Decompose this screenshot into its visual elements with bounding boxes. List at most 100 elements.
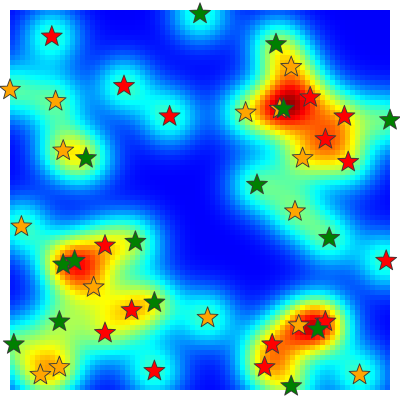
heatmap-cell [300, 265, 306, 271]
heatmap-cell [175, 280, 181, 286]
heatmap-cell [345, 35, 351, 41]
heatmap-cell [35, 175, 41, 181]
heatmap-cell [70, 215, 76, 221]
heatmap-cell [305, 280, 311, 286]
heatmap-cell [225, 310, 231, 316]
heatmap-cell [195, 90, 201, 96]
heatmap-cell [175, 265, 181, 271]
heatmap-cell [195, 205, 201, 211]
heatmap-cell [80, 150, 86, 156]
heatmap-cell [100, 140, 106, 146]
heatmap-cell [120, 105, 126, 111]
heatmap-cell [130, 70, 136, 76]
heatmap-cell [185, 285, 191, 291]
heatmap-cell [120, 175, 126, 181]
heatmap-cell [375, 140, 381, 146]
heatmap-cell [270, 220, 276, 226]
heatmap-cell [220, 80, 226, 86]
heatmap-cell [60, 225, 66, 231]
heatmap-cell [95, 225, 101, 231]
heatmap-cell [90, 330, 96, 336]
heatmap-cell [270, 100, 276, 106]
heatmap-cell [355, 130, 361, 136]
heatmap-cell [115, 210, 121, 216]
heatmap-cell [25, 250, 31, 256]
heatmap-cell [20, 310, 26, 316]
heatmap-cell [260, 55, 266, 61]
heatmap-cell [95, 10, 101, 16]
heatmap-cell [245, 90, 251, 96]
heatmap-cell [380, 95, 386, 101]
heatmap-cell [55, 305, 61, 311]
heatmap-cell [100, 295, 106, 301]
heatmap-cell [235, 15, 241, 21]
heatmap-cell [230, 155, 236, 161]
heatmap-cell [195, 55, 201, 61]
heatmap-cell [340, 305, 346, 311]
heatmap-cell [15, 265, 21, 271]
heatmap-cell [380, 250, 386, 256]
heatmap-cell [370, 170, 376, 176]
heatmap-cell [140, 215, 146, 221]
heatmap-cell [225, 70, 231, 76]
heatmap-cell [10, 270, 16, 276]
heatmap-cell [125, 145, 131, 151]
heatmap-cell [350, 220, 356, 226]
heatmap-cell [175, 220, 181, 226]
heatmap-cell [380, 105, 386, 111]
heatmap-cell [135, 10, 141, 16]
heatmap-cell [90, 310, 96, 316]
heatmap-cell [185, 295, 191, 301]
heatmap-cell [40, 105, 46, 111]
heatmap-cell [350, 40, 356, 46]
heatmap-cell [155, 200, 161, 206]
heatmap-cell [255, 230, 261, 236]
heatmap-cell [140, 255, 146, 261]
heatmap-cell [40, 300, 46, 306]
heatmap-cell [315, 110, 321, 116]
heatmap-cell [35, 150, 41, 156]
heatmap-cell [210, 95, 216, 101]
heatmap-cell [270, 300, 276, 306]
heatmap-cell [385, 130, 390, 136]
heatmap-cell [380, 70, 386, 76]
heatmap-cell [30, 65, 36, 71]
heatmap-cell [235, 100, 241, 106]
heatmap-cell [130, 195, 136, 201]
heatmap-cell [285, 90, 291, 96]
heatmap-cell [205, 110, 211, 116]
heatmap-cell [160, 115, 166, 121]
heatmap-cell [370, 45, 376, 51]
heatmap-cell [365, 240, 371, 246]
heatmap-cell [275, 70, 281, 76]
heatmap-cell [290, 35, 296, 41]
heatmap-cell [75, 195, 81, 201]
heatmap-cell [235, 180, 241, 186]
heatmap-cell [310, 255, 316, 261]
heatmap-cell [385, 20, 390, 26]
heatmap-cell [335, 20, 341, 26]
heatmap-cell [340, 55, 346, 61]
heatmap-cell [95, 40, 101, 46]
heatmap-cell [35, 90, 41, 96]
heatmap-cell [85, 50, 91, 56]
heatmap-cell [365, 300, 371, 306]
heatmap-cell [310, 290, 316, 296]
heatmap-cell [110, 295, 116, 301]
heatmap-cell [230, 105, 236, 111]
heatmap-cell [265, 235, 271, 241]
heatmap-cell [95, 315, 101, 321]
heatmap-cell [240, 220, 246, 226]
heatmap-cell [365, 325, 371, 331]
heatmap-cell [40, 220, 46, 226]
heatmap-cell [345, 305, 351, 311]
heatmap-cell [40, 95, 46, 101]
heatmap-cell [140, 150, 146, 156]
heatmap-cell [260, 310, 266, 316]
heatmap-cell [315, 190, 321, 196]
heatmap-cell [385, 40, 390, 46]
heatmap-cell [145, 55, 151, 61]
heatmap-cell [25, 135, 31, 141]
heatmap-cell [250, 250, 256, 256]
heatmap-cell [275, 140, 281, 146]
